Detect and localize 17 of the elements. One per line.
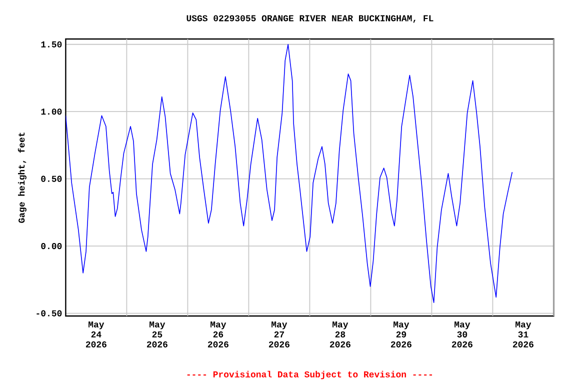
x-tick-label: May 24 2026 [86, 322, 106, 348]
x-tick-label: May 30 2026 [452, 322, 472, 348]
x-tick-label: May 26 2026 [208, 322, 228, 348]
text: ---- Provisional Data Subject to Revision ---- [187, 370, 432, 380]
line-series [66, 44, 513, 303]
chart-title: USGS 02293055 ORANGE RIVER NEAR BUCKINGHAM, FL [186, 15, 434, 23]
x-tick-label: May 27 2026 [268, 322, 290, 348]
y-tick-label: 0.00 [41, 243, 62, 250]
y-tick-label: -0.50 [36, 310, 62, 316]
x-tick-label: May 28 2026 [330, 322, 350, 348]
y-tick-label: 1.00 [41, 108, 62, 115]
y-tick-label: 1.50 [41, 41, 62, 48]
x-tick-label: May 29 2026 [390, 322, 412, 348]
x-tick-label: May 31 2026 [512, 322, 534, 348]
y-tick-label: 0.50 [41, 176, 62, 182]
x-tick-label: May 25 2026 [146, 322, 168, 348]
y-axis-title: Gage height, feet [18, 132, 26, 223]
